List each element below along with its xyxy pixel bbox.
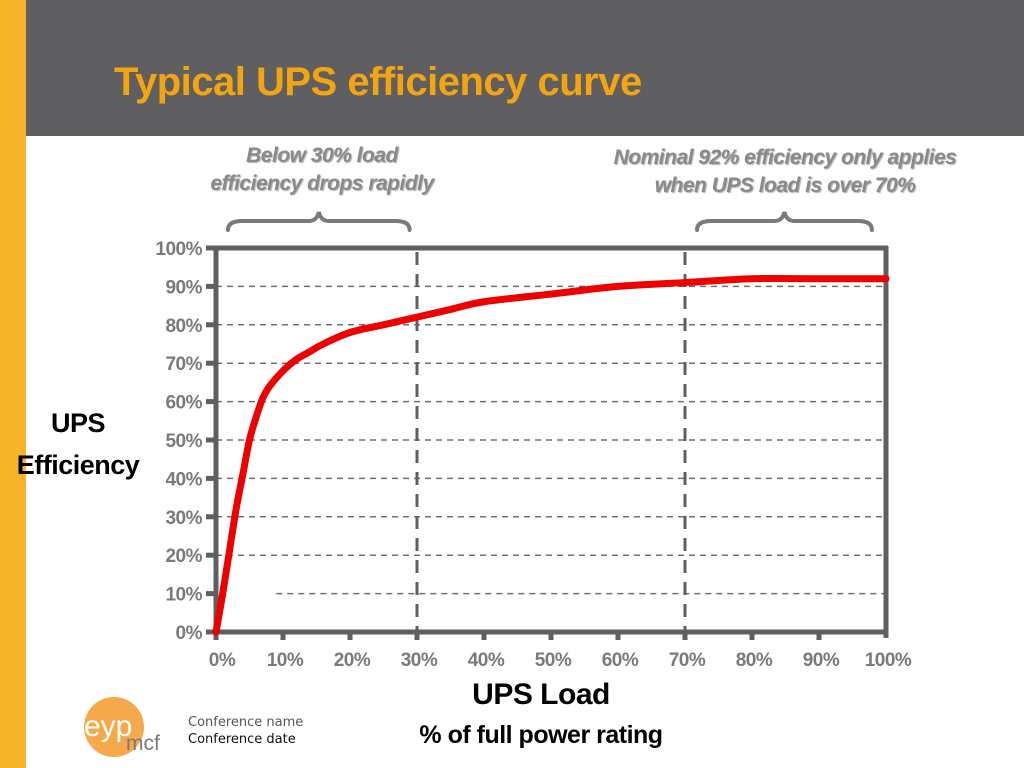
logo-text-main: eyp [84, 710, 132, 743]
x-tick-label: 20% [334, 650, 371, 671]
annotation-low-load: Below 30% load efficiency drops rapidly [190, 142, 454, 198]
x-tick-label: 50% [535, 650, 572, 671]
bracket-nominal [695, 211, 874, 232]
x-axis-label: UPS Load [472, 678, 610, 711]
x-tick-label: 100% [865, 650, 912, 671]
y-tick-label: 70% [165, 354, 202, 375]
conference-name: Conference name [188, 715, 304, 730]
annotation-nominal: Nominal 92% efficiency only applies when… [590, 144, 980, 200]
annotation-nominal-line2: when UPS load is over 70% [654, 174, 916, 197]
bracket-low-load [226, 211, 412, 232]
gridlines [216, 285, 886, 595]
y-tick-label: 100% [155, 239, 202, 260]
y-axis-label-line2: Efficiency [16, 450, 140, 480]
axes [208, 245, 889, 640]
x-tick-label: 40% [468, 650, 505, 671]
y-tick-label: 90% [165, 277, 202, 298]
x-tick-label: 60% [602, 650, 639, 671]
y-tick-label: 40% [165, 469, 202, 490]
x-ticks: 0% 10% 20% 30% 40% 50% 60% 70% 80% 90% 100% [209, 632, 912, 671]
y-tick-label: 30% [165, 508, 202, 529]
y-axis-label-line1: UPS [50, 408, 106, 438]
y-tick-label: 0% [176, 623, 203, 644]
x-tick-label: 10% [267, 650, 304, 671]
logo-text-sub: mcf [126, 732, 160, 755]
efficiency-curve [212, 274, 890, 636]
annotation-low-load-line1: Below 30% load [246, 144, 398, 167]
y-tick-label: 20% [165, 546, 202, 567]
x-tick-label: 90% [803, 650, 840, 671]
y-tick-label: 10% [165, 585, 202, 606]
y-tick-label: 50% [165, 431, 202, 452]
annotation-nominal-line1: Nominal 92% efficiency only applies [613, 146, 957, 169]
y-tick-label: 60% [165, 393, 202, 414]
conference-date: Conference date [188, 732, 296, 747]
eyp-mcf-logo: eyp mcf [84, 697, 160, 757]
y-axis-label: UPS Efficiency [0, 402, 156, 486]
x-tick-label: 80% [736, 650, 773, 671]
x-tick-label: 30% [401, 650, 438, 671]
header-bar [26, 0, 1024, 136]
x-tick-label: 0% [209, 650, 236, 671]
brackets [226, 211, 874, 232]
annotation-low-load-line2: efficiency drops rapidly [210, 172, 434, 195]
reference-lines [415, 252, 687, 630]
x-axis-sublabel: % of full power rating [419, 721, 663, 749]
logo-circle [84, 697, 144, 757]
y-tick-label: 80% [165, 316, 202, 337]
x-tick-label: 70% [669, 650, 706, 671]
y-ticks: 0% 10% 20% 30% 40% 50% 60% 70% 80% 90% 100% [155, 239, 216, 644]
slide-title: Typical UPS efficiency curve [114, 60, 642, 104]
accent-side-bar [0, 0, 26, 768]
